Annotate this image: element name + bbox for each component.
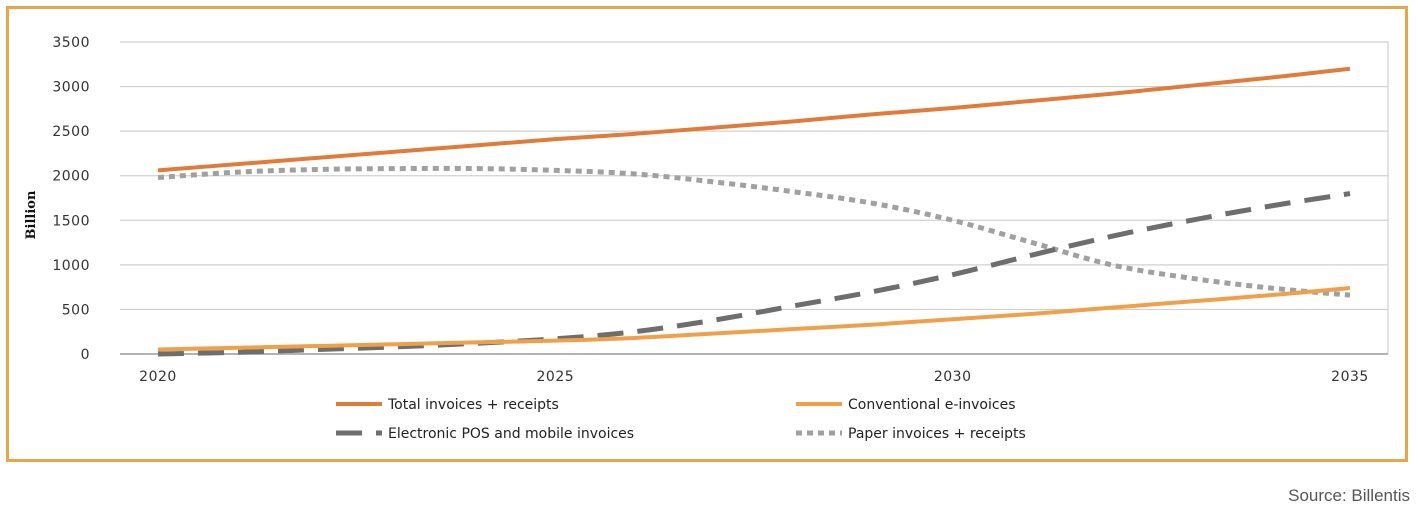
series-line-3 [157, 191, 1351, 357]
legend: Total invoices + receipts Conventional e-… [336, 397, 1026, 442]
legend-label-1: Total invoices + receipts [387, 397, 559, 413]
x-tick-label: 2030 [934, 369, 972, 385]
gridlines [120, 41, 1389, 354]
series-line-2 [157, 286, 1351, 352]
y-tick-label: 3000 [52, 80, 90, 96]
series-line-4 [157, 165, 1351, 298]
legend-label-4: Paper invoices + receipts [848, 426, 1026, 442]
y-tick-label: 0 [81, 347, 90, 363]
chart-frame [6, 6, 1408, 462]
y-tick-label: 500 [62, 302, 90, 318]
y-tick-label: 3500 [52, 35, 90, 51]
legend-label-2: Conventional e-invoices [848, 397, 1016, 413]
legend-label-3: Electronic POS and mobile invoices [388, 426, 634, 442]
source-note: Source: Billentis [1288, 486, 1410, 505]
x-tick-label: 2020 [139, 369, 177, 385]
y-axis-label: Billion [24, 190, 39, 239]
y-tick-label: 1000 [52, 258, 90, 274]
y-tick-label: 2000 [52, 169, 90, 185]
y-tick-label: 1500 [52, 213, 90, 229]
axes: 0 500 1000 1500 2000 2500 3000 3500 2020 2025 2030… [52, 35, 1388, 385]
series-lines [157, 66, 1351, 357]
x-tick-label: 2035 [1331, 369, 1369, 385]
y-tick-label: 2500 [52, 124, 90, 140]
series-line-1 [157, 66, 1351, 173]
x-tick-label: 2025 [537, 369, 575, 385]
